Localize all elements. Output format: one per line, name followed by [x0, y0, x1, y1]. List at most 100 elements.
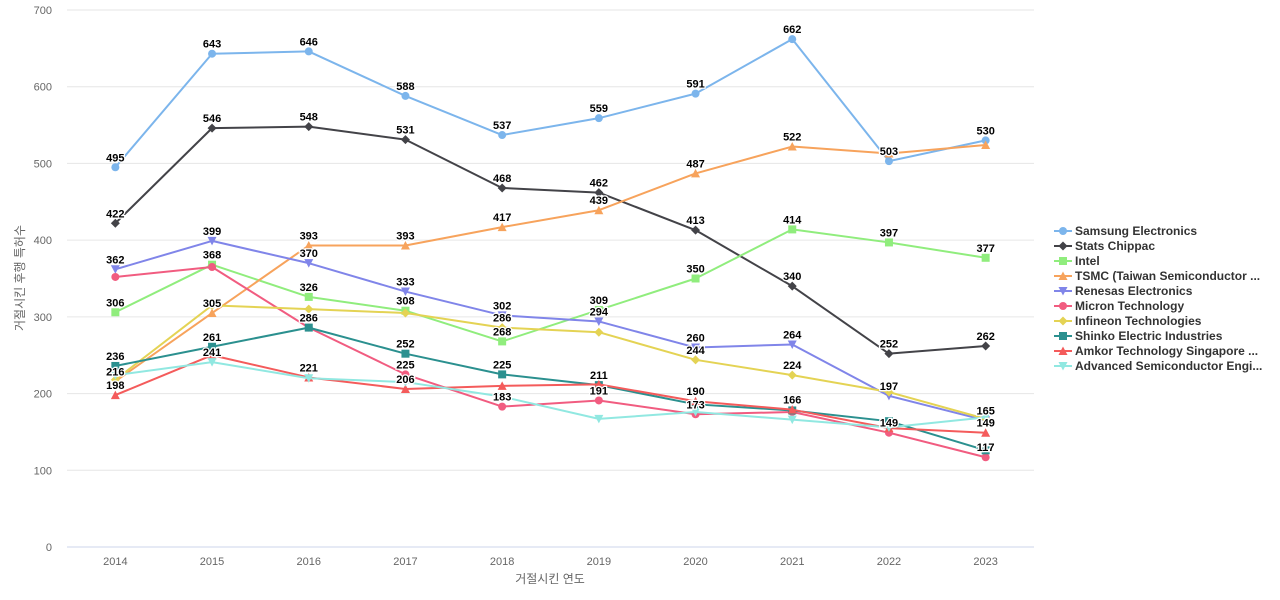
data-point[interactable]: [981, 136, 990, 145]
data-point[interactable]: [594, 379, 604, 389]
data-point[interactable]: [594, 205, 604, 215]
data-point[interactable]: [787, 340, 797, 349]
data-point[interactable]: [884, 148, 894, 158]
data-point[interactable]: [497, 323, 507, 333]
data-point[interactable]: [207, 236, 217, 246]
data-point[interactable]: [498, 131, 507, 140]
data-point[interactable]: [304, 292, 313, 301]
data-point[interactable]: [110, 375, 120, 385]
series-line: [114, 239, 987, 422]
data-point[interactable]: [884, 417, 893, 426]
data-point[interactable]: [981, 428, 991, 437]
data-point[interactable]: [787, 370, 797, 380]
data-point[interactable]: [498, 402, 507, 411]
data-point[interactable]: [498, 370, 507, 379]
data-point[interactable]: [787, 405, 797, 414]
data-point[interactable]: [304, 323, 313, 332]
data-point[interactable]: [594, 114, 603, 123]
data-point[interactable]: [691, 396, 701, 406]
legend-item[interactable]: TSMC (Taiwan Semiconductor ...: [1054, 268, 1280, 283]
data-point[interactable]: [788, 225, 797, 234]
data-point[interactable]: [981, 341, 991, 351]
data-point[interactable]: [691, 355, 701, 365]
data-point[interactable]: [304, 374, 314, 383]
data-point[interactable]: [981, 253, 990, 262]
data-point[interactable]: [400, 378, 410, 387]
legend-item[interactable]: Micron Technology: [1054, 298, 1280, 313]
data-point[interactable]: [207, 308, 217, 318]
data-point[interactable]: [111, 361, 120, 370]
data-point[interactable]: [304, 304, 314, 314]
data-point[interactable]: [981, 413, 991, 422]
data-point[interactable]: [594, 305, 603, 314]
data-point[interactable]: [594, 396, 603, 405]
data-point[interactable]: [691, 225, 701, 235]
data-point[interactable]: [594, 317, 604, 326]
legend-item[interactable]: Intel: [1054, 253, 1280, 268]
data-point[interactable]: [884, 349, 894, 359]
data-label: 548: [300, 112, 318, 124]
data-point[interactable]: [401, 91, 410, 100]
data-point[interactable]: [304, 259, 314, 268]
data-point[interactable]: [304, 241, 314, 250]
data-point[interactable]: [981, 446, 990, 455]
legend-item[interactable]: Amkor Technology Singapore ...: [1054, 343, 1280, 358]
data-point[interactable]: [110, 390, 120, 400]
data-point[interactable]: [884, 423, 894, 432]
data-point[interactable]: [691, 343, 701, 353]
legend-item[interactable]: Advanced Semiconductor Engi...: [1054, 358, 1280, 373]
data-point[interactable]: [400, 384, 410, 393]
data-point[interactable]: [787, 142, 797, 151]
data-point[interactable]: [497, 392, 507, 402]
data-point[interactable]: [207, 300, 217, 310]
data-point[interactable]: [304, 122, 314, 132]
data-point[interactable]: [207, 358, 217, 367]
legend-item[interactable]: Renesas Electronics: [1054, 283, 1280, 298]
data-point[interactable]: [207, 350, 217, 360]
data-point[interactable]: [497, 381, 507, 390]
data-point[interactable]: [981, 453, 990, 462]
data-point[interactable]: [400, 135, 410, 145]
data-point[interactable]: [884, 387, 894, 397]
legend-label: Micron Technology: [1075, 298, 1185, 313]
legend-item[interactable]: Stats Chippac: [1054, 238, 1280, 253]
data-point[interactable]: [884, 157, 893, 166]
data-point[interactable]: [208, 342, 217, 351]
data-point[interactable]: [691, 274, 700, 283]
data-point[interactable]: [981, 140, 991, 150]
legend-item[interactable]: Samsung Electronics: [1054, 223, 1280, 238]
data-point[interactable]: [208, 49, 217, 58]
data-point[interactable]: [110, 218, 120, 228]
data-point[interactable]: [691, 407, 701, 417]
data-point[interactable]: [207, 123, 217, 133]
data-point[interactable]: [400, 287, 410, 297]
data-point[interactable]: [400, 241, 410, 250]
data-point[interactable]: [401, 349, 410, 358]
data-point[interactable]: [594, 327, 604, 337]
data-point[interactable]: [111, 308, 120, 317]
legend-item[interactable]: Shinko Electric Industries: [1054, 328, 1280, 343]
data-point[interactable]: [111, 163, 120, 172]
data-point[interactable]: [884, 238, 893, 247]
data-point[interactable]: [497, 311, 507, 320]
data-point[interactable]: [787, 281, 797, 291]
data-point[interactable]: [594, 188, 604, 198]
data-point[interactable]: [498, 337, 507, 346]
data-label: 173: [686, 399, 704, 411]
data-point[interactable]: [594, 414, 604, 424]
data-point[interactable]: [400, 308, 410, 318]
data-point[interactable]: [691, 89, 700, 98]
data-point[interactable]: [788, 35, 797, 44]
data-point[interactable]: [691, 168, 701, 178]
data-point[interactable]: [110, 265, 120, 274]
data-point[interactable]: [304, 47, 313, 56]
data-point[interactable]: [401, 370, 410, 379]
data-point[interactable]: [111, 272, 120, 281]
data-point[interactable]: [497, 183, 507, 193]
data-point[interactable]: [497, 222, 507, 232]
data-point[interactable]: [208, 262, 217, 271]
legend-item[interactable]: Infineon Technologies: [1054, 313, 1280, 328]
data-point[interactable]: [110, 371, 120, 380]
data-label: 262: [976, 331, 994, 343]
data-point[interactable]: [787, 415, 797, 425]
